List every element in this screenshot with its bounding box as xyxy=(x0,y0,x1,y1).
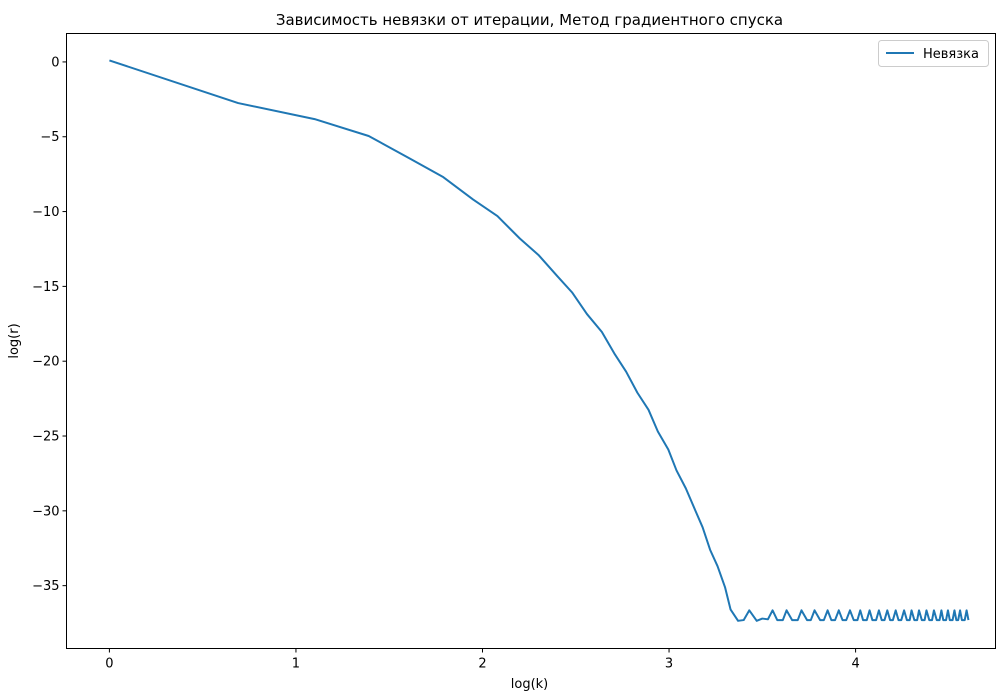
x-tick-label: 3 xyxy=(665,657,673,672)
x-tick-label: 1 xyxy=(292,657,300,672)
series-line-0 xyxy=(109,59,970,622)
y-tick-label: 0 xyxy=(51,55,59,70)
y-tick-label: −30 xyxy=(32,504,59,519)
chart-title: Зависимость невязки от итерации, Метод г… xyxy=(276,11,783,29)
y-axis-ticks: 0 −5 −10 −15 −20 −25 −30 −35 xyxy=(32,55,67,594)
legend-box xyxy=(878,40,989,67)
x-axis-label: log(k) xyxy=(511,677,549,692)
plot-area-frame xyxy=(66,33,996,649)
y-axis-label: log(r) xyxy=(7,323,22,358)
series-layer xyxy=(109,59,970,622)
x-tick-label: 2 xyxy=(478,657,486,672)
x-tick-label: 4 xyxy=(851,657,859,672)
y-tick-label: −35 xyxy=(32,579,59,594)
legend: Невязка xyxy=(878,40,989,67)
y-tick-label: −20 xyxy=(32,355,59,370)
x-tick-label: 0 xyxy=(105,657,113,672)
y-tick-label: −10 xyxy=(32,205,59,220)
y-tick-label: −5 xyxy=(40,130,59,145)
x-axis-ticks: 0 1 2 3 4 xyxy=(105,648,860,672)
y-tick-label: −15 xyxy=(32,280,59,295)
legend-entry-label: Невязка xyxy=(923,47,979,62)
y-tick-label: −25 xyxy=(32,430,59,445)
